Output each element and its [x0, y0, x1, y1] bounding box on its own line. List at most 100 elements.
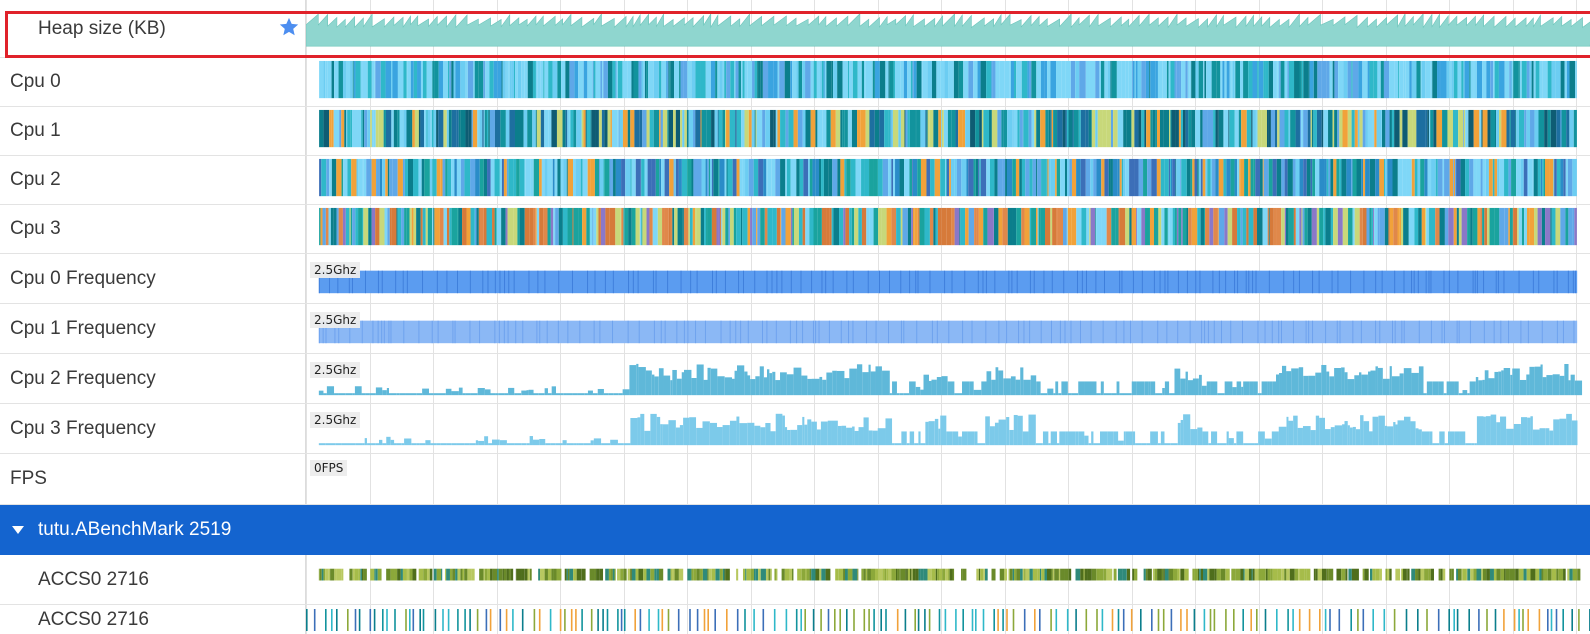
- track-row-cpu0[interactable]: Cpu 0: [0, 58, 1590, 107]
- frequency-bar: [1075, 431, 1079, 446]
- thread-slice: [1179, 568, 1181, 581]
- thread-track[interactable]: [306, 605, 1590, 634]
- track-row-cpu3[interactable]: Cpu 3: [0, 205, 1590, 254]
- cpu-slice: [385, 60, 392, 99]
- cpu-track[interactable]: [306, 58, 1590, 106]
- frequency-step: [1225, 270, 1227, 294]
- thread-slice: [980, 568, 984, 581]
- cpu-slice: [1347, 109, 1352, 148]
- thread-slice: [1252, 568, 1255, 581]
- thread-slice: [1140, 609, 1142, 631]
- frequency-bar: [724, 377, 733, 396]
- frequency-bar: [1297, 427, 1303, 446]
- track-label: Cpu 1: [0, 107, 306, 155]
- cpu-slice: [696, 158, 702, 197]
- cpu-slice: [378, 109, 384, 148]
- frequency-bar: [780, 372, 787, 396]
- frequency-bar: [681, 372, 684, 396]
- frequency-bar: [1447, 431, 1455, 446]
- cpu-slice: [578, 60, 584, 99]
- caret-down-icon[interactable]: [12, 526, 24, 534]
- frequency-bar: [1552, 374, 1560, 396]
- cpu-slice: [341, 109, 345, 148]
- thread-slice: [515, 568, 517, 581]
- track-row-heap[interactable]: Heap size (KB): [0, 0, 1590, 58]
- cpu-slice: [975, 109, 980, 148]
- fps-track[interactable]: 0FPS: [306, 454, 1590, 504]
- frequency-track[interactable]: 2.5Ghz: [306, 404, 1590, 453]
- thread-track[interactable]: [306, 555, 1590, 604]
- heap-track[interactable]: [306, 0, 1590, 57]
- cpu-slice: [1067, 158, 1070, 197]
- track-row-thread[interactable]: ACCS0 2716: [0, 605, 1590, 634]
- cpu-slice: [1323, 207, 1326, 246]
- cpu-slice: [802, 207, 806, 246]
- frequency-bar: [1423, 393, 1427, 396]
- track-row-cpu0-frequency[interactable]: Cpu 0 Frequency 2.5Ghz: [0, 254, 1590, 304]
- cpu-slice: [557, 60, 562, 99]
- cpu-slice: [1530, 109, 1535, 148]
- frequency-step: [381, 270, 383, 294]
- cpu-track[interactable]: [306, 156, 1590, 204]
- track-row-cpu1-frequency[interactable]: Cpu 1 Frequency 2.5Ghz: [0, 304, 1590, 354]
- cpu-slice: [1085, 60, 1090, 99]
- frequency-bar: [1532, 429, 1540, 446]
- thread-slice: [896, 609, 899, 631]
- cpu-slice: [1416, 109, 1421, 148]
- frequency-bar: [390, 439, 395, 446]
- frequency-bar: [1006, 417, 1010, 446]
- frequency-step: [944, 270, 946, 294]
- cpu-slice: [433, 109, 437, 148]
- cpu-track[interactable]: [306, 205, 1590, 253]
- cpu-slice: [631, 60, 634, 99]
- thread-slice: [1482, 568, 1487, 581]
- cpu-slice: [535, 109, 537, 148]
- track-row-cpu2-frequency[interactable]: Cpu 2 Frequency 2.5Ghz: [0, 354, 1590, 404]
- track-row-fps[interactable]: FPS 0FPS: [0, 454, 1590, 505]
- cpu-slice: [938, 60, 941, 99]
- frequency-bar: [962, 431, 968, 446]
- cpu-slice: [1182, 109, 1186, 148]
- frequency-track[interactable]: 2.5Ghz: [306, 354, 1590, 403]
- cpu-slice: [1442, 158, 1445, 197]
- frequency-bar: [334, 393, 339, 396]
- track-row-thread[interactable]: ACCS0 2716: [0, 555, 1590, 605]
- cpu-slice: [1123, 109, 1127, 148]
- cpu-slice: [431, 109, 434, 148]
- cpu-slice: [1351, 60, 1353, 99]
- cpu-track[interactable]: [306, 107, 1590, 155]
- thread-slice: [1020, 568, 1023, 581]
- thread-slice: [1407, 568, 1410, 581]
- frequency-step: [1167, 270, 1169, 294]
- frequency-bar: [1446, 381, 1449, 396]
- thread-slice: [553, 568, 557, 581]
- frequency-track[interactable]: 2.5Ghz: [306, 254, 1590, 303]
- thread-slice: [386, 568, 391, 581]
- cpu-slice: [1095, 207, 1097, 246]
- track-row-cpu1[interactable]: Cpu 1: [0, 107, 1590, 156]
- thread-slice: [349, 568, 353, 581]
- thread-slice: [402, 568, 407, 581]
- cpu-slice: [598, 207, 601, 246]
- cpu-slice: [893, 60, 896, 99]
- cpu-slice: [850, 158, 856, 197]
- frequency-track[interactable]: 2.5Ghz: [306, 304, 1590, 353]
- star-icon[interactable]: [278, 16, 300, 38]
- cpu-slice: [1301, 109, 1304, 148]
- frequency-step: [962, 320, 964, 344]
- frequency-step: [720, 320, 722, 344]
- track-row-cpu3-frequency[interactable]: Cpu 3 Frequency 2.5Ghz: [0, 404, 1590, 454]
- track-row-cpu2[interactable]: Cpu 2: [0, 156, 1590, 205]
- frequency-bar: [1185, 371, 1188, 396]
- thread-slice: [1442, 568, 1446, 581]
- cpu-slice: [926, 158, 931, 197]
- frequency-bar: [1212, 431, 1218, 446]
- thread-slice: [1225, 568, 1230, 581]
- cpu-slice: [888, 109, 891, 148]
- process-header[interactable]: tutu.ABenchMark 2519: [0, 505, 1590, 555]
- frequency-bar: [1321, 364, 1327, 396]
- frequency-bar: [1219, 443, 1227, 446]
- frequency-bar: [1539, 428, 1546, 446]
- cpu-slice: [412, 109, 415, 148]
- frequency-step: [599, 320, 601, 344]
